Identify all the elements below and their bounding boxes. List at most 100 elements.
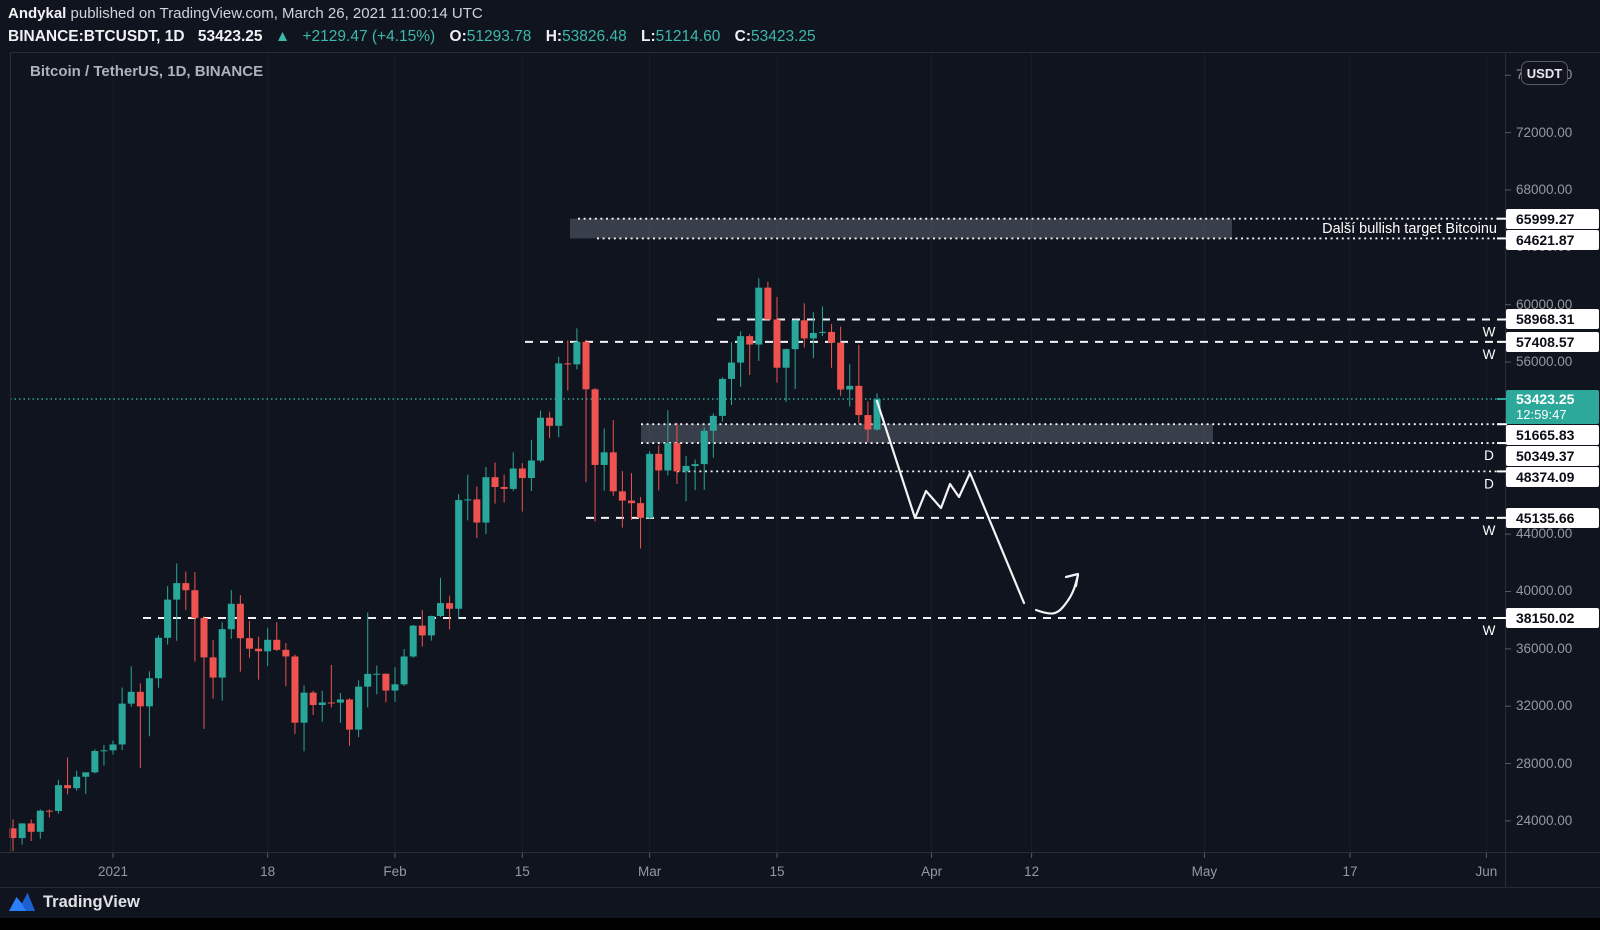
candle-body xyxy=(427,615,435,636)
price-scale-tick: 36000.00 xyxy=(1516,640,1573,656)
level-timeframe-letter: D xyxy=(1484,476,1494,491)
supply-zone xyxy=(570,218,1232,239)
candle-body xyxy=(136,691,144,707)
candle-body xyxy=(737,336,745,363)
candle-body xyxy=(600,452,608,465)
tradingview-logo-icon[interactable] xyxy=(8,891,36,913)
candle-body xyxy=(555,363,563,426)
candle-body xyxy=(318,702,326,705)
currency-toggle-button[interactable]: USDT xyxy=(1521,61,1568,85)
price-scale-tick: 60000.00 xyxy=(1516,296,1573,312)
candle-body xyxy=(91,750,99,773)
level-price-label: 50349.37 xyxy=(1506,445,1599,466)
candle-body xyxy=(127,691,135,704)
candle-body xyxy=(564,363,572,365)
candle-body xyxy=(464,499,472,501)
candle-body xyxy=(27,823,35,832)
candle-body xyxy=(482,477,490,523)
candle-body xyxy=(373,673,381,675)
candle-body xyxy=(500,486,508,489)
candle-body xyxy=(300,692,308,723)
candle-body xyxy=(518,468,526,479)
up-arrow-icon: ▲ xyxy=(274,28,291,45)
price-scale-tick: 24000.00 xyxy=(1516,812,1573,828)
level-timeframe-letter: W xyxy=(1483,324,1496,339)
candle-body xyxy=(336,699,344,703)
candle-body xyxy=(273,639,281,650)
candle-body xyxy=(837,342,845,390)
time-scale-tick: 15 xyxy=(514,864,530,879)
symbol-bar: BINANCE:BTCUSDT, 1D 53423.25 ▲ +2129.47 … xyxy=(8,26,816,48)
candle-body xyxy=(9,828,17,839)
candle-body xyxy=(782,349,790,368)
level-price-label: 64621.87 xyxy=(1506,229,1599,250)
author-name: Andykal xyxy=(8,5,67,22)
candle-body xyxy=(773,319,781,368)
tradingview-footer: TradingView xyxy=(8,888,140,916)
candle-body xyxy=(173,583,181,600)
last-price: 53423.25 xyxy=(197,28,263,45)
candle-body xyxy=(855,385,863,416)
level-price-label: 51665.83 xyxy=(1506,424,1599,445)
candle-body xyxy=(200,618,208,658)
price-scale-tick: 56000.00 xyxy=(1516,354,1573,370)
candle-body xyxy=(800,320,808,339)
candle-body xyxy=(73,776,81,789)
candle-body xyxy=(164,599,172,638)
low-value: L:51214.60 xyxy=(641,28,721,45)
publish-bar: Andykal published on TradingView.com, Ma… xyxy=(8,3,483,25)
candle-body xyxy=(155,637,163,679)
time-scale-tick: Mar xyxy=(638,864,662,879)
price-scale-tick: 44000.00 xyxy=(1516,526,1573,542)
candle-body xyxy=(446,603,454,609)
candle-body xyxy=(436,603,444,616)
candle-body xyxy=(746,336,754,345)
candle-body xyxy=(54,785,62,811)
time-scale-tick: Feb xyxy=(383,864,407,879)
candle-body xyxy=(864,415,872,430)
current-price-value: 53423.25 xyxy=(1516,390,1575,407)
candle-body xyxy=(591,389,599,465)
time-scale-tick: Jun xyxy=(1475,864,1498,879)
level-price-label: 38150.02 xyxy=(1506,608,1599,628)
candle-body xyxy=(118,703,126,745)
projection-arrowhead xyxy=(1064,572,1080,588)
close-value: C:53423.25 xyxy=(734,28,816,45)
target-annotation-text[interactable]: Další bullish target Bitcoinu xyxy=(1322,221,1497,237)
candle-body xyxy=(245,638,253,649)
time-scale-tick: Apr xyxy=(921,864,943,879)
candle-body xyxy=(818,331,826,333)
candle-body xyxy=(673,443,681,472)
price-scale-tick: 32000.00 xyxy=(1516,698,1573,714)
chart-legend-title[interactable]: Bitcoin / TetherUS, 1D, BINANCE xyxy=(30,63,264,80)
candle-body xyxy=(218,629,226,678)
candle-body xyxy=(355,686,363,730)
candle-body xyxy=(191,590,199,619)
current-price-label: 53423.25 12:59:47 xyxy=(1506,389,1599,424)
candle-body xyxy=(764,287,772,320)
level-price-label: 65999.27 xyxy=(1506,208,1599,229)
tradingview-brand-text[interactable]: TradingView xyxy=(43,892,140,911)
candle-body xyxy=(400,656,408,685)
candle-body xyxy=(327,702,335,704)
bottom-strip xyxy=(0,918,1600,930)
candle-body xyxy=(64,785,72,789)
high-value: H:53826.48 xyxy=(545,28,627,45)
candle-body xyxy=(182,583,190,591)
candle-body xyxy=(409,625,417,657)
price-scale-tick: 28000.00 xyxy=(1516,755,1573,771)
candle-body xyxy=(582,341,590,390)
symbol-name[interactable]: BINANCE:BTCUSDT, 1D xyxy=(8,28,185,45)
level-timeframe-letter: W xyxy=(1483,623,1496,638)
candle-body xyxy=(264,639,272,652)
time-scale-tick: May xyxy=(1191,864,1218,879)
candle-body xyxy=(728,362,736,379)
projection-path xyxy=(875,399,1026,605)
candle-body xyxy=(364,673,372,687)
candle-body xyxy=(527,460,535,479)
candle-body xyxy=(209,657,217,678)
price-change: +2129.47 (+4.15%) xyxy=(302,28,436,45)
candle-body xyxy=(791,320,799,350)
